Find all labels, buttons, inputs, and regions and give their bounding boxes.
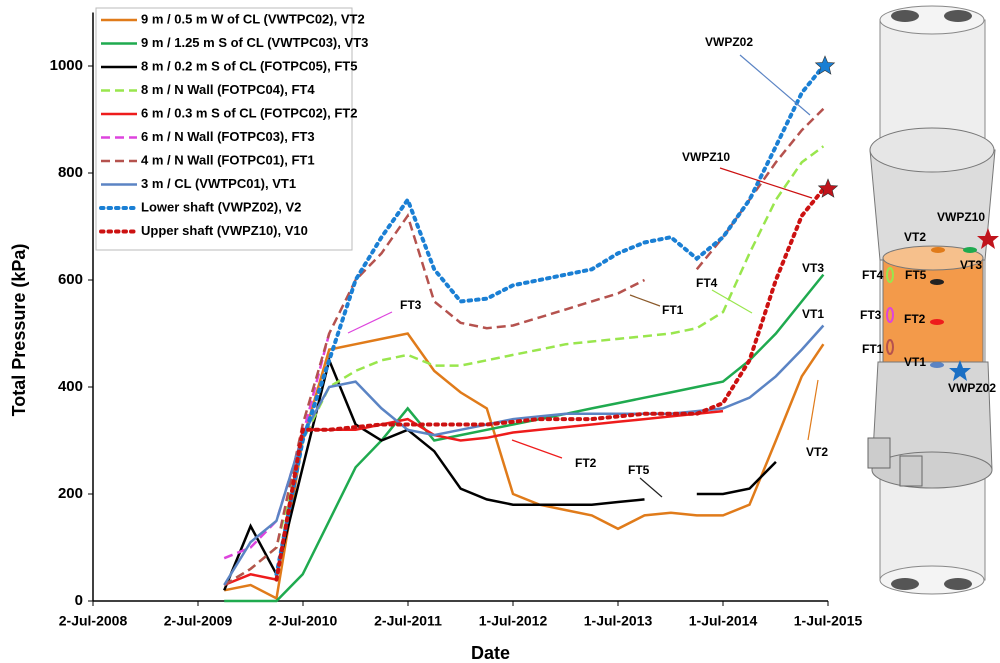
diagram-label: VT2 <box>904 230 926 244</box>
end-star <box>814 55 836 75</box>
series-line <box>274 64 826 577</box>
annotation-arrow <box>639 477 663 498</box>
bentonite-section <box>882 257 984 364</box>
x-tick-label: 2-Jul-2008 <box>59 613 128 629</box>
series-line <box>223 356 777 591</box>
annotation-arrow <box>711 289 753 314</box>
piezometer-star <box>949 360 971 381</box>
annotation-arrow <box>347 311 393 334</box>
annotation: FT3 <box>400 298 422 312</box>
diagram-label: VT3 <box>960 258 982 272</box>
y-tick-label: 800 <box>58 164 83 181</box>
diagram-label: FT1 <box>862 342 884 356</box>
y-tick-label: 400 <box>58 378 83 395</box>
legend-label: Lower shaft (VWPZ02), V2 <box>141 199 301 214</box>
annotation: VT3 <box>802 261 824 275</box>
end-star <box>817 178 839 198</box>
sensor <box>930 319 944 325</box>
annotation: VT2 <box>806 445 828 459</box>
x-tick-label: 1-Jul-2013 <box>584 613 653 629</box>
diagram-label: VWPZ10 <box>937 210 985 224</box>
annotation: FT4 <box>696 276 718 290</box>
annotation: FT1 <box>662 303 684 317</box>
piezometer-star <box>977 228 999 249</box>
sensor <box>931 247 945 253</box>
diagram-label: VT1 <box>904 355 926 369</box>
section-top <box>882 245 984 271</box>
x-tick-label: 2-Jul-2011 <box>374 613 442 629</box>
annotation-arrow <box>807 379 819 441</box>
sensor <box>886 339 894 355</box>
opening <box>944 10 972 22</box>
opening <box>891 10 919 22</box>
series-line <box>223 333 331 560</box>
y-tick-label: 0 <box>75 592 83 609</box>
y-tick-label: 1000 <box>50 57 83 74</box>
legend-label: Upper shaft (VWPZ10), V10 <box>141 223 308 238</box>
series-line <box>223 332 825 601</box>
series-line <box>274 187 826 582</box>
y-axis-title: Total Pressure (kPa) <box>9 244 29 417</box>
legend-label: 3 m / CL (VWTPC01), VT1 <box>141 176 296 191</box>
diagram-label: FT3 <box>860 308 882 322</box>
series-line <box>223 324 825 586</box>
annotation: FT5 <box>628 463 650 477</box>
annotation-arrow <box>739 54 811 116</box>
x-axis-title: Date <box>471 643 510 663</box>
annotation-arrow <box>511 439 563 459</box>
equipment <box>867 437 891 469</box>
annotation: FT2 <box>575 456 597 470</box>
legend-label: 6 m / N Wall (FOTPC03), FT3 <box>141 129 315 144</box>
x-tick-label: 2-Jul-2009 <box>164 613 233 629</box>
annotation: VWPZ02 <box>705 35 753 49</box>
legend-label: 9 m / 1.25 m S of CL (VWTPC03), VT3 <box>141 35 368 50</box>
legend-label: 4 m / N Wall (FOTPC01), FT1 <box>141 152 315 167</box>
annotation: VWPZ10 <box>682 150 730 164</box>
plug-top <box>869 127 995 173</box>
sensor <box>930 279 944 285</box>
x-tick-label: 1-Jul-2012 <box>479 613 548 629</box>
diagram-label: VWPZ02 <box>948 381 996 395</box>
diagram-label: FT5 <box>905 268 927 282</box>
opening <box>944 578 972 590</box>
y-tick-label: 200 <box>58 485 83 502</box>
sensor <box>963 247 977 253</box>
series-line <box>224 273 825 603</box>
legend-label: 9 m / 0.5 m W of CL (VWTPC02), VT2 <box>141 11 365 26</box>
series-line <box>223 409 724 587</box>
sensor <box>930 362 944 368</box>
x-tick-label: 1-Jul-2015 <box>794 613 863 629</box>
sensor <box>886 307 894 323</box>
legend-label: 6 m / 0.3 m S of CL (FOTPC02), FT2 <box>141 105 357 120</box>
x-tick-label: 2-Jul-2010 <box>269 613 338 629</box>
diagram-label: FT4 <box>862 268 884 282</box>
annotation-arrow <box>719 167 813 199</box>
annotation: VT1 <box>802 307 824 321</box>
sensor <box>886 267 894 283</box>
annotation-arrow <box>629 294 661 307</box>
legend-label: 8 m / 0.2 m S of CL (FOTPC05), FT5 <box>141 58 357 73</box>
y-tick-label: 600 <box>58 271 83 288</box>
diagram-label: FT2 <box>904 312 926 326</box>
legend-label: 8 m / N Wall (FOTPC04), FT4 <box>141 82 315 97</box>
legend-box <box>95 7 353 251</box>
opening <box>891 578 919 590</box>
shaft-diagram: VWPZ10 VT2 VT3 FT4 FT5 FT3 FT2 FT1 VT1 VWPZ02 <box>860 5 999 595</box>
legend: 9 m / 0.5 m W of CL (VWTPC02), VT2 9 m / … <box>95 7 368 251</box>
equipment <box>899 455 923 487</box>
x-tick-label: 1-Jul-2014 <box>689 613 758 629</box>
